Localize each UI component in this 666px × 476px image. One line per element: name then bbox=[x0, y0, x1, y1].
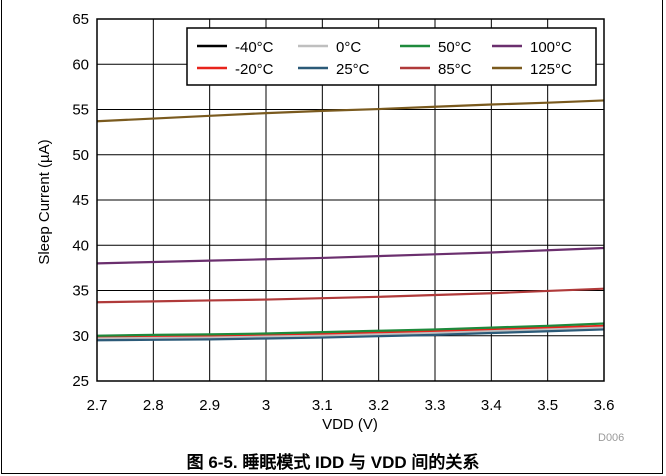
x-tick-label: 3.5 bbox=[537, 397, 558, 414]
figure-caption: 图 6-5. 睡眠模式 IDD 与 VDD 间的关系 bbox=[186, 453, 480, 472]
series-line-6 bbox=[96, 246, 605, 265]
legend-label: 125°C bbox=[530, 61, 572, 78]
legend-label: 50°C bbox=[438, 39, 472, 56]
x-tick-label: 2.8 bbox=[143, 397, 164, 414]
y-tick-label: 50 bbox=[72, 147, 89, 164]
x-tick-label: 3.4 bbox=[481, 397, 502, 414]
x-tick-label: 3 bbox=[262, 397, 270, 414]
figure-id: D006 bbox=[598, 432, 625, 444]
y-tick-label: 45 bbox=[72, 192, 89, 209]
y-tick-labels: 25 30 35 40 45 50 55 60 65 bbox=[72, 11, 89, 390]
legend-label: -20°C bbox=[235, 61, 274, 78]
series-line-4 bbox=[96, 322, 605, 337]
legend-label: -40°C bbox=[235, 39, 274, 56]
x-tick-label: 3.2 bbox=[368, 397, 389, 414]
x-tick-label: 3.1 bbox=[312, 397, 333, 414]
x-tick-labels: 2.7 2.8 2.9 3 3.1 3.2 3.3 3.4 3.5 3.6 bbox=[87, 397, 615, 414]
x-tick-label: 2.7 bbox=[87, 397, 108, 414]
legend-label: 85°C bbox=[438, 61, 472, 78]
legend: -40°C 0°C 50°C 100°C -20°C 25°C 85°C 125°C bbox=[186, 27, 597, 86]
y-tick-label: 35 bbox=[72, 283, 89, 300]
series-line-5 bbox=[96, 287, 605, 304]
series-line-2 bbox=[96, 326, 605, 340]
legend-label: 0°C bbox=[336, 39, 361, 56]
x-tick-label: 2.9 bbox=[199, 397, 220, 414]
y-tick-label: 65 bbox=[72, 11, 89, 28]
y-tick-label: 30 bbox=[72, 328, 89, 345]
y-tick-label: 55 bbox=[72, 102, 89, 119]
legend-box bbox=[186, 27, 597, 86]
series-lines bbox=[96, 99, 605, 342]
series-line-7 bbox=[96, 99, 605, 123]
series-line-1 bbox=[96, 324, 605, 339]
series-line-3 bbox=[96, 328, 605, 342]
x-axis-label: VDD (V) bbox=[322, 416, 378, 433]
y-tick-label: 25 bbox=[72, 373, 89, 390]
y-axis-label: Sleep Current (µA) bbox=[36, 139, 53, 264]
y-tick-label: 60 bbox=[72, 56, 89, 73]
legend-label: 100°C bbox=[530, 39, 572, 56]
x-tick-label: 3.3 bbox=[425, 397, 446, 414]
legend-label: 25°C bbox=[336, 61, 370, 78]
y-tick-label: 40 bbox=[72, 237, 89, 254]
x-tick-label: 3.6 bbox=[594, 397, 615, 414]
plot-border bbox=[96, 18, 605, 382]
